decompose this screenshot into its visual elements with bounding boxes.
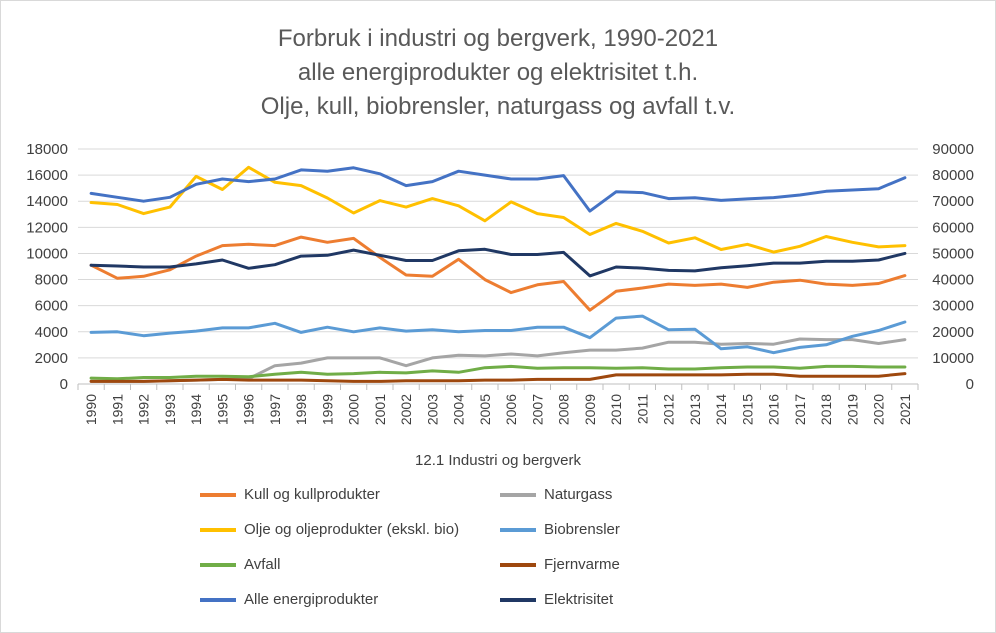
left-axis-tick-labels: 0 2000 4000 6000 8000 10000 12000 14000 16000 180… bbox=[26, 141, 68, 393]
y-left-tick-label: 4000 bbox=[35, 324, 68, 341]
y-right-tick-label: 30000 bbox=[932, 298, 974, 315]
x-tick-label: 1992 bbox=[136, 394, 152, 425]
legend-label: Alle energiprodukter bbox=[244, 591, 379, 608]
gridlines bbox=[77, 148, 919, 390]
series-line-biobrensler bbox=[89, 314, 907, 355]
chart-title-line-1: Forbruk i industri og bergverk, 1990-202… bbox=[277, 25, 719, 52]
legend-swatch bbox=[500, 527, 536, 532]
y-left-tick-label: 18000 bbox=[26, 141, 68, 158]
legend-item: Avfall bbox=[200, 556, 280, 573]
series-line-alle-energiprodukter bbox=[89, 166, 907, 213]
x-tick-label: 2003 bbox=[424, 394, 440, 425]
x-tick-label: 2002 bbox=[398, 394, 414, 425]
x-tick-label: 2004 bbox=[451, 394, 467, 425]
x-tick-label: 2012 bbox=[661, 394, 677, 425]
x-tick-label: 1990 bbox=[83, 394, 99, 425]
legend-label: Olje og oljeprodukter (ekskl. bio) bbox=[244, 521, 460, 538]
legend-item: Olje og oljeprodukter (ekskl. bio) bbox=[200, 521, 459, 538]
x-tick-label: 2017 bbox=[792, 394, 808, 425]
series-line-elektrisitet bbox=[89, 247, 907, 278]
x-tick-label: 2006 bbox=[503, 394, 519, 425]
x-tick-label: 1996 bbox=[241, 394, 257, 425]
x-tick-label: 2014 bbox=[713, 394, 729, 425]
series-lines bbox=[89, 165, 907, 383]
x-tick-label: 2001 bbox=[372, 394, 388, 425]
legend-swatch bbox=[200, 492, 236, 497]
y-right-tick-label: 50000 bbox=[932, 245, 974, 262]
x-tick-label: 2019 bbox=[844, 394, 860, 425]
legend-item: Naturgass bbox=[500, 486, 612, 503]
x-tick-label: 2007 bbox=[529, 394, 545, 425]
chart-title-line-2: alle energiprodukter og elektrisitet t.h… bbox=[297, 59, 699, 86]
x-tick-label: 1995 bbox=[214, 394, 230, 425]
y-right-tick-label: 90000 bbox=[932, 141, 974, 158]
series-line-olje-og-oljeprodukter-ekskl-bio bbox=[89, 165, 907, 254]
x-tick-label: 2013 bbox=[687, 394, 703, 425]
x-tick-label: 1991 bbox=[109, 394, 125, 425]
x-tick-label: 2021 bbox=[897, 394, 913, 425]
y-left-tick-label: 12000 bbox=[26, 219, 68, 236]
x-tick-label: 1997 bbox=[267, 394, 283, 425]
legend-swatch bbox=[500, 597, 536, 602]
x-tick-label: 1998 bbox=[293, 394, 309, 425]
legend-swatch bbox=[200, 527, 236, 532]
chart-title: Forbruk i industri og bergverk, 1990-202… bbox=[0, 22, 996, 124]
legend-swatch bbox=[500, 492, 536, 497]
x-tick-label: 1993 bbox=[162, 394, 178, 425]
legend-label: Elektrisitet bbox=[544, 591, 614, 608]
legend-label: Naturgass bbox=[544, 486, 613, 503]
legend-label: Avfall bbox=[244, 556, 281, 573]
legend-label: Fjernvarme bbox=[544, 556, 620, 573]
x-tick-label: 2008 bbox=[556, 394, 572, 425]
y-right-tick-label: 60000 bbox=[932, 219, 974, 236]
legend-swatch bbox=[500, 562, 536, 567]
chart-title-line-3: Olje, kull, biobrensler, naturgass og av… bbox=[260, 93, 736, 120]
x-tick-label: 2020 bbox=[871, 394, 887, 425]
series-line-kull-og-kullprodukter bbox=[89, 235, 907, 312]
x-tick-label: 1999 bbox=[319, 394, 335, 425]
y-right-tick-label: 0 bbox=[966, 376, 974, 393]
y-left-tick-label: 16000 bbox=[26, 167, 68, 184]
y-left-tick-label: 2000 bbox=[35, 350, 68, 367]
series-line-avfall bbox=[89, 364, 907, 381]
x-axis-tick-labels: 1990 1991 1992 1993 1994 1995 1996 1997 1998 1999… bbox=[83, 394, 913, 425]
legend-swatch bbox=[200, 562, 236, 567]
x-tick-label: 2018 bbox=[818, 394, 834, 425]
legend-item: Alle energiprodukter bbox=[200, 591, 378, 608]
legend: Kull og kullprodukter Naturgass Olje og ol… bbox=[200, 486, 760, 626]
y-right-tick-label: 40000 bbox=[932, 272, 974, 289]
right-axis-tick-labels: 0 10000 20000 30000 40000 50000 60000 70000 8000… bbox=[932, 141, 974, 393]
legend-swatch bbox=[200, 597, 236, 602]
x-tick-label: 1994 bbox=[188, 394, 204, 425]
y-right-tick-label: 70000 bbox=[932, 193, 974, 210]
series-line-fjernvarme bbox=[89, 372, 907, 383]
legend-label: Kull og kullprodukter bbox=[244, 486, 380, 503]
y-left-tick-label: 10000 bbox=[26, 245, 68, 262]
x-tick-label: 2009 bbox=[582, 394, 598, 425]
y-left-tick-label: 8000 bbox=[35, 272, 68, 289]
x-axis-label: 12.1 Industri og bergverk bbox=[415, 452, 581, 469]
legend-item: Elektrisitet bbox=[500, 591, 613, 608]
legend-label: Biobrensler bbox=[544, 521, 620, 538]
x-tick-label: 2016 bbox=[766, 394, 782, 425]
legend-item: Kull og kullprodukter bbox=[200, 486, 380, 503]
legend-item: Biobrensler bbox=[500, 521, 620, 538]
y-left-tick-label: 14000 bbox=[26, 193, 68, 210]
y-right-tick-label: 20000 bbox=[932, 324, 974, 341]
y-left-tick-label: 0 bbox=[60, 376, 68, 393]
x-tick-label: 2015 bbox=[739, 394, 755, 425]
x-tick-label: 2005 bbox=[477, 394, 493, 425]
y-right-tick-label: 80000 bbox=[932, 167, 974, 184]
y-right-tick-label: 10000 bbox=[932, 350, 974, 367]
y-left-tick-label: 6000 bbox=[35, 298, 68, 315]
x-tick-label: 2000 bbox=[346, 394, 362, 425]
x-tick-label: 2011 bbox=[634, 394, 650, 424]
x-tick-label: 2010 bbox=[608, 394, 624, 425]
legend-item: Fjernvarme bbox=[500, 556, 620, 573]
